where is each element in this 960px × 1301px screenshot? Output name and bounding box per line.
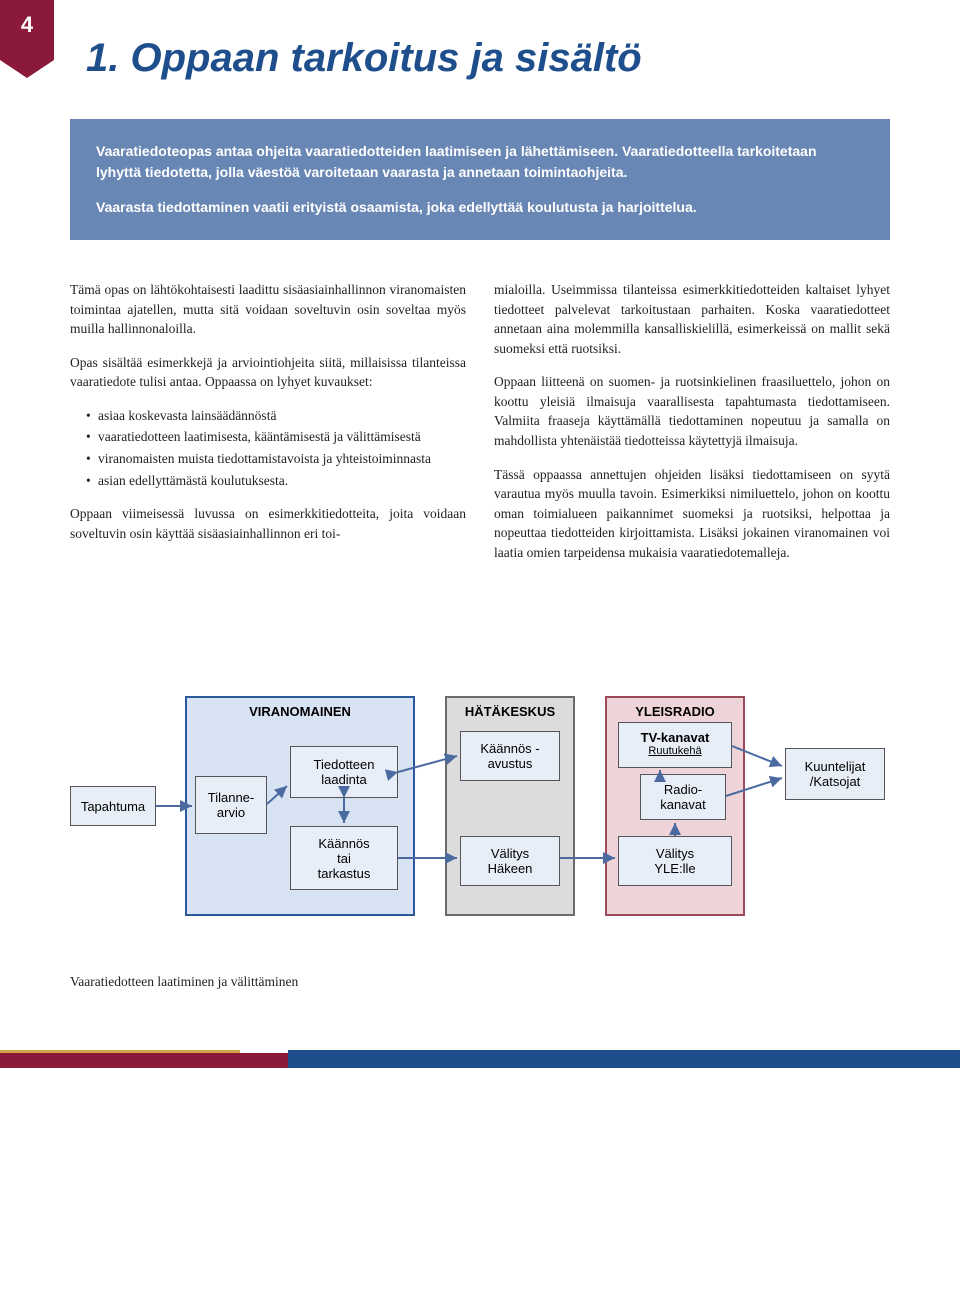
tv-kanavat-label: TV-kanavat — [641, 730, 710, 745]
diagram-node-kaannos-tarkastus: Käännös tai tarkastus — [290, 826, 398, 890]
process-diagram: Tapahtuma VIRANOMAINEN Tilanne- arvio Ti… — [70, 676, 890, 936]
page-title: 1. Oppaan tarkoitus ja sisältö — [0, 0, 960, 109]
diagram-node-tilannearvio: Tilanne- arvio — [195, 776, 267, 834]
ruutukeha-label: Ruutukehä — [648, 745, 701, 761]
left-column: Tämä opas on lähtökohtaisesti laadittu s… — [70, 280, 466, 576]
group-label: HÄTÄKESKUS — [447, 698, 573, 723]
intro-paragraph: Vaarasta tiedottaminen vaatii erityistä … — [96, 197, 864, 218]
right-column: mialoilla. Useimmissa tilanteissa esimer… — [494, 280, 890, 576]
diagram-node-tiedotteen-laadinta: Tiedotteen laadinta — [290, 746, 398, 798]
bullet-list: asiaa koskevasta lainsäädännöstä vaarati… — [70, 406, 466, 490]
body-paragraph: Oppaan viimeisessä luvussa on esimerkkit… — [70, 504, 466, 543]
intro-box: Vaaratiedoteopas antaa ohjeita vaaratied… — [70, 119, 890, 240]
group-label: VIRANOMAINEN — [187, 698, 413, 723]
diagram-node-kuuntelijat: Kuuntelijat /Katsojat — [785, 748, 885, 800]
diagram-caption: Vaaratiedotteen laatiminen ja välittämin… — [0, 956, 960, 1050]
group-label: YLEISRADIO — [607, 698, 743, 723]
diagram-node-kaannos-avustus: Käännös - avustus — [460, 731, 560, 781]
intro-paragraph: Vaaratiedoteopas antaa ohjeita vaaratied… — [96, 141, 864, 183]
list-item: asian edellyttämästä koulutuksesta. — [86, 471, 466, 491]
body-text: Tämä opas on lähtökohtaisesti laadittu s… — [0, 270, 960, 616]
footer-stripe — [0, 1050, 960, 1068]
diagram-node-tv-kanavat: TV-kanavat Ruutukehä — [618, 722, 732, 768]
diagram-node-tapahtuma: Tapahtuma — [70, 786, 156, 826]
diagram-node-radio-kanavat: Radio- kanavat — [640, 774, 726, 820]
list-item: vaaratiedotteen laatimisesta, kääntämise… — [86, 427, 466, 447]
body-paragraph: Oppaan liitteenä on suomen- ja ruotsinki… — [494, 372, 890, 450]
body-paragraph: Tässä oppaassa annettujen ohjeiden lisäk… — [494, 465, 890, 563]
diagram-node-valitys-yle: Välitys YLE:lle — [618, 836, 732, 886]
body-paragraph: mialoilla. Useimmissa tilanteissa esimer… — [494, 280, 890, 358]
list-item: asiaa koskevasta lainsäädännöstä — [86, 406, 466, 426]
list-item: viranomaisten muista tiedottamistavoista… — [86, 449, 466, 469]
body-paragraph: Tämä opas on lähtökohtaisesti laadittu s… — [70, 280, 466, 339]
body-paragraph: Opas sisältää esimerkkejä ja arviointioh… — [70, 353, 466, 392]
diagram-node-valitys-hakeen: Välitys Häkeen — [460, 836, 560, 886]
page-number-tab: 4 — [0, 0, 54, 60]
